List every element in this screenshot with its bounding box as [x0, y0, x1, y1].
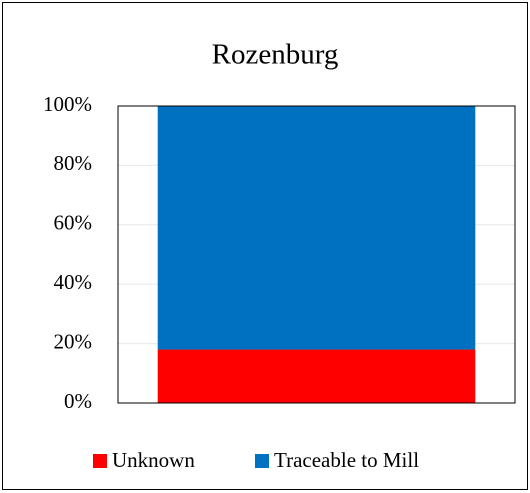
y-tick-label: 40% [54, 270, 93, 294]
y-tick-label: 100% [43, 92, 92, 116]
legend-label: Unknown [112, 448, 195, 472]
chart-title: Rozenburg [212, 39, 339, 71]
y-tick-label: 80% [54, 151, 93, 175]
plot-border [117, 105, 516, 404]
y-tick-label: 0% [64, 389, 92, 413]
y-tick-label: 20% [54, 329, 93, 353]
legend-swatch [255, 454, 269, 468]
legend-swatch [93, 454, 107, 468]
bar-segment [157, 106, 476, 350]
bar-segment [157, 349, 476, 403]
y-tick-label: 60% [54, 211, 93, 235]
legend-label: Traceable to Mill [274, 448, 419, 472]
